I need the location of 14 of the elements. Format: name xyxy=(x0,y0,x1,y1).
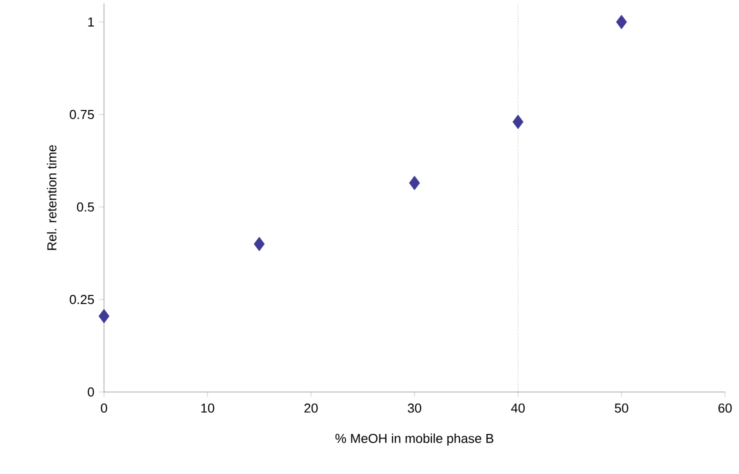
x-tick-label: 30 xyxy=(408,404,422,413)
x-tick-label: 20 xyxy=(304,404,318,413)
y-axis-title: Rel. retention time xyxy=(46,145,56,250)
y-tick-label: 1 xyxy=(88,18,94,26)
x-tick-label: 50 xyxy=(614,404,628,413)
y-tick-label: 0 xyxy=(88,387,94,397)
x-tick-label: 10 xyxy=(201,404,214,413)
x-tick-label: 0 xyxy=(100,404,108,413)
y-tick-label: 0.5 xyxy=(76,202,94,212)
x-tick-label: 60 xyxy=(718,404,732,413)
x-axis-title: % MeOH in mobile phase B xyxy=(335,434,494,446)
y-tick-label: 0.75 xyxy=(70,110,94,120)
x-tick-label: 40 xyxy=(511,404,525,413)
y-tick-label: 0.25 xyxy=(70,294,94,304)
